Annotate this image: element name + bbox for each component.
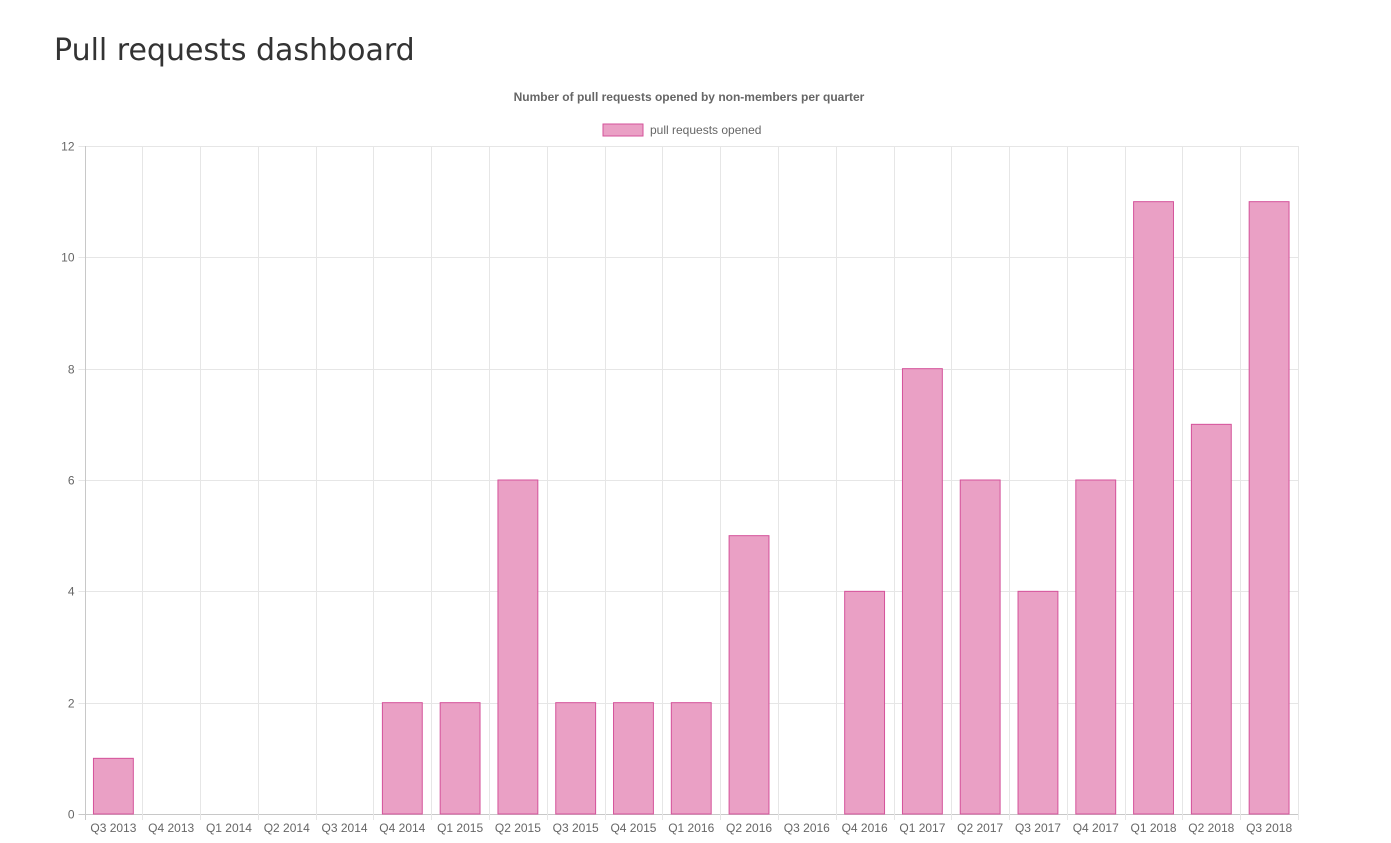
x-tick-label: Q3 2016 — [784, 821, 830, 835]
y-tick-label: 12 — [61, 140, 75, 154]
legend-swatch — [602, 123, 644, 137]
bar[interactable] — [1017, 590, 1059, 815]
x-tick-label: Q4 2015 — [610, 821, 656, 835]
grid — [78, 146, 1299, 820]
x-tick-label: Q4 2017 — [1073, 821, 1119, 835]
bar[interactable] — [613, 702, 654, 815]
x-tick-label: Q2 2016 — [726, 821, 772, 835]
x-tick-label: Q4 2016 — [842, 821, 888, 835]
x-tick-label: Q1 2016 — [668, 821, 714, 835]
bar[interactable] — [555, 702, 597, 815]
x-tick-label: Q3 2013 — [90, 821, 136, 835]
bar[interactable] — [1075, 479, 1117, 815]
bar[interactable] — [1133, 201, 1174, 815]
bar[interactable] — [959, 479, 1001, 815]
bar[interactable] — [381, 702, 423, 815]
x-tick-label: Q2 2015 — [495, 821, 541, 835]
x-tick-label: Q1 2015 — [437, 821, 483, 835]
x-tick-label: Q2 2017 — [957, 821, 1003, 835]
x-tick-label: Q3 2015 — [553, 821, 599, 835]
bars — [92, 201, 1290, 815]
bar[interactable] — [670, 702, 712, 815]
x-axis: Q3 2013 Q4 2013 Q1 2014 Q2 2014 Q3 2014 Q4 20… — [90, 821, 1292, 835]
y-tick-label: 10 — [61, 251, 75, 265]
x-tick-label: Q1 2018 — [1131, 821, 1177, 835]
legend-label: pull requests opened — [650, 123, 761, 137]
bar[interactable] — [497, 479, 539, 815]
bar[interactable] — [901, 368, 943, 815]
legend[interactable]: pull requests opened — [602, 123, 761, 137]
x-tick-label: Q1 2014 — [206, 821, 252, 835]
y-tick-label: 0 — [68, 808, 75, 822]
bar[interactable] — [439, 702, 481, 815]
x-tick-label: Q3 2014 — [322, 821, 368, 835]
chart-title: Number of pull requests opened by non-me… — [514, 90, 865, 104]
bar[interactable] — [728, 535, 770, 815]
y-axis: 0 2 4 6 8 10 12 — [61, 140, 75, 822]
x-tick-label: Q4 2013 — [148, 821, 194, 835]
y-tick-label: 8 — [68, 363, 75, 377]
x-tick-label: Q3 2018 — [1246, 821, 1292, 835]
x-tick-label: Q2 2014 — [264, 821, 310, 835]
bar[interactable] — [1248, 201, 1290, 815]
bar[interactable] — [1190, 423, 1232, 815]
y-tick-label: 4 — [68, 585, 75, 599]
x-tick-label: Q2 2018 — [1188, 821, 1234, 835]
y-tick-label: 6 — [68, 474, 75, 488]
bar[interactable] — [92, 757, 134, 815]
page-title: Pull requests dashboard — [54, 33, 415, 68]
y-tick-label: 2 — [68, 697, 75, 711]
bar[interactable] — [844, 590, 886, 815]
x-tick-label: Q3 2017 — [1015, 821, 1061, 835]
x-tick-label: Q4 2014 — [379, 821, 425, 835]
x-tick-label: Q1 2017 — [899, 821, 945, 835]
